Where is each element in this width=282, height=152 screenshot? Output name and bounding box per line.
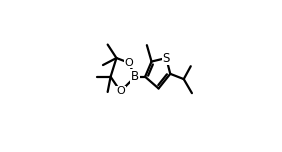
Text: B: B	[131, 70, 139, 83]
Text: S: S	[162, 52, 170, 65]
Text: O: O	[124, 58, 133, 68]
Text: O: O	[116, 86, 125, 96]
